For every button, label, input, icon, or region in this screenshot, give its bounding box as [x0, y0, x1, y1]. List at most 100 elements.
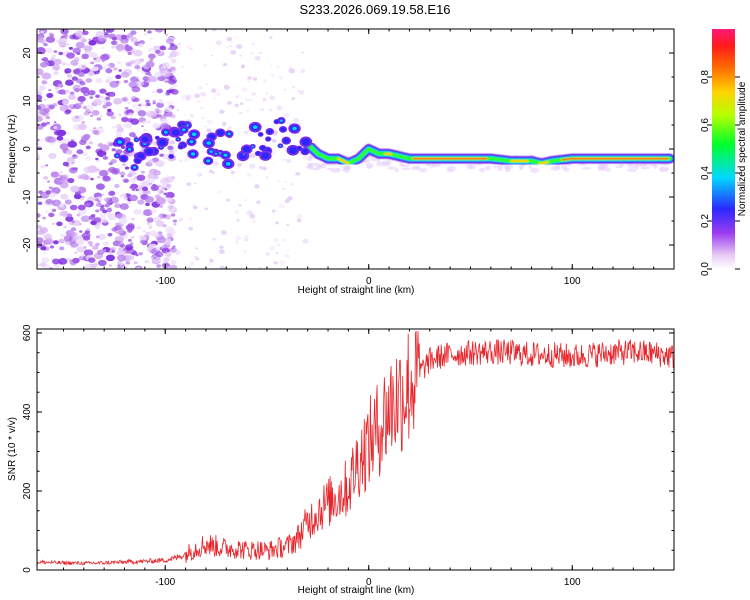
signal-blob — [265, 136, 272, 142]
noise-blob — [289, 112, 292, 115]
noise-blob — [142, 190, 148, 194]
noise-blob — [129, 194, 138, 202]
noise-blob — [79, 81, 86, 86]
noise-blob — [168, 233, 171, 236]
noise-blob — [148, 75, 157, 82]
noise-blob — [285, 229, 288, 232]
x-tick-label-bottom: 100 — [564, 577, 581, 588]
noise-blob — [273, 237, 280, 243]
noise-blob — [59, 179, 66, 184]
noise-blob — [394, 168, 400, 173]
noise-blob — [64, 199, 72, 205]
noise-blob — [168, 148, 173, 153]
noise-blob — [119, 243, 126, 248]
noise-blob — [186, 45, 192, 50]
noise-blob — [186, 182, 192, 187]
noise-blob — [165, 80, 169, 83]
noise-blob — [299, 90, 305, 95]
noise-blob — [100, 95, 104, 99]
noise-blob — [136, 80, 144, 87]
noise-blob — [165, 241, 171, 246]
noise-blob — [155, 171, 160, 175]
noise-blob — [90, 114, 94, 117]
noise-blob — [95, 183, 105, 190]
noise-blob — [156, 264, 162, 268]
noise-blob — [127, 229, 133, 233]
noise-blob — [250, 51, 255, 55]
noise-blob — [85, 145, 91, 150]
noise-blob — [301, 51, 304, 54]
noise-blob — [102, 249, 107, 252]
noise-blob — [181, 98, 184, 101]
noise-blob — [150, 37, 153, 40]
noise-blob — [282, 188, 285, 190]
noise-blob — [234, 240, 240, 244]
noise-blob — [244, 98, 250, 102]
noise-blob — [147, 159, 154, 164]
noise-blob — [58, 170, 64, 174]
noise-blob — [269, 245, 276, 251]
noise-blob — [144, 196, 155, 203]
x-tick-label-top: -100 — [155, 276, 175, 287]
noise-blob — [401, 167, 411, 171]
signal-blob — [186, 137, 197, 147]
noise-blob — [158, 98, 162, 101]
y-axis-label-bottom: SNR (10 * v/v) — [7, 417, 18, 481]
noise-blob — [248, 98, 253, 102]
noise-blob — [186, 264, 193, 269]
noise-blob — [162, 257, 170, 263]
noise-blob — [126, 153, 131, 156]
noise-blob — [156, 190, 161, 193]
y-tick-label-bottom: 400 — [22, 403, 33, 420]
noise-blob — [127, 223, 135, 229]
noise-blob — [124, 45, 133, 52]
noise-blob — [215, 92, 221, 97]
noise-blob — [271, 139, 277, 143]
signal-blob — [161, 128, 171, 137]
noise-blob — [287, 196, 293, 201]
noise-blob — [96, 71, 100, 75]
noise-blob — [147, 47, 154, 52]
signal-blob — [300, 147, 310, 156]
noise-blob — [158, 185, 162, 188]
noise-blob — [40, 257, 50, 264]
noise-blob — [382, 161, 391, 167]
noise-blob — [49, 245, 55, 249]
noise-blob — [243, 130, 249, 135]
signal-blob — [118, 154, 129, 163]
noise-blob — [37, 213, 41, 218]
noise-blob — [37, 46, 46, 55]
noise-blob — [415, 165, 420, 169]
noise-blob — [127, 173, 133, 178]
x-axis-label-top: Height of straight line (km) — [298, 285, 415, 296]
signal-blob — [281, 136, 292, 145]
noise-blob — [164, 106, 173, 113]
noise-blob — [283, 112, 290, 118]
noise-blob — [175, 51, 182, 56]
noise-blob — [133, 49, 143, 57]
noise-blob — [172, 59, 177, 63]
noise-blob — [95, 94, 100, 98]
noise-blob — [226, 198, 231, 202]
signal-blob — [125, 145, 135, 154]
noise-blob — [97, 259, 107, 267]
noise-blob — [149, 224, 152, 227]
noise-blob — [262, 98, 266, 101]
noise-blob — [150, 208, 158, 214]
noise-blob — [126, 200, 131, 204]
noise-blob — [289, 66, 292, 68]
noise-blob — [136, 174, 146, 181]
noise-blob — [199, 106, 204, 110]
noise-blob — [78, 123, 87, 131]
noise-blob — [297, 90, 300, 92]
noise-blob — [103, 31, 109, 36]
noise-blob — [269, 64, 273, 67]
noise-blob — [144, 33, 147, 36]
noise-blob — [284, 199, 290, 204]
noise-blob — [81, 65, 86, 68]
noise-blob — [165, 183, 171, 189]
noise-blob — [155, 160, 165, 167]
noise-blob — [168, 198, 176, 205]
noise-blob — [243, 250, 247, 253]
noise-blob — [169, 44, 178, 51]
